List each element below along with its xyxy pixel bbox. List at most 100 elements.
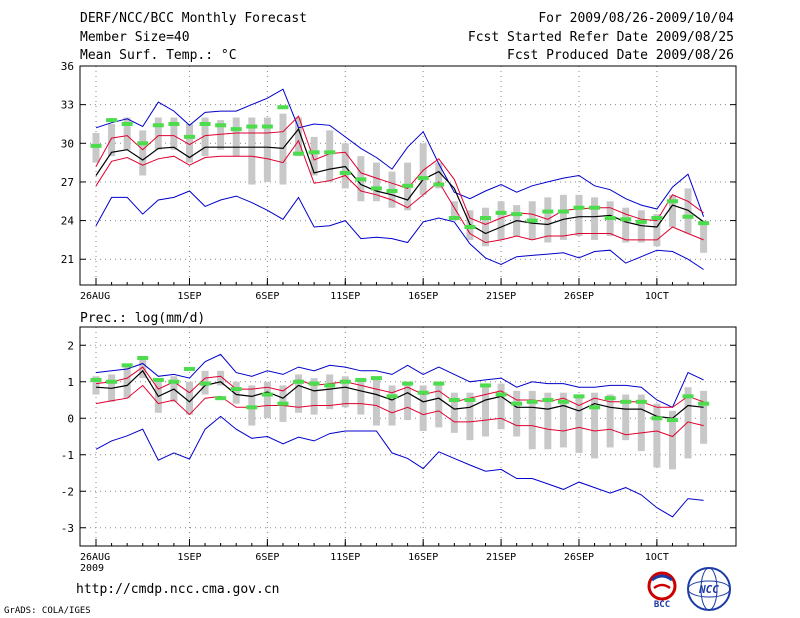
- prec-xtick-label: 6SEP: [255, 552, 279, 563]
- temp-median-marker: [698, 221, 710, 226]
- prec-median-marker: [480, 383, 491, 388]
- temp-median-marker: [90, 143, 102, 148]
- temperature-chart: 21 24 27 30 33 36 26AUG 1SEP 6SEP 11SEP 16SEP 21SEP…: [61, 60, 737, 300]
- prec-spread-box: [341, 376, 349, 408]
- prec-spread-box: [435, 381, 443, 428]
- temp-median-marker: [635, 219, 647, 224]
- prec-spread-box: [606, 394, 614, 448]
- prec-median-marker: [355, 377, 367, 382]
- prec-median-marker: [651, 416, 663, 421]
- prec-spread-box: [404, 381, 412, 421]
- prec-ytick-label: 0: [67, 412, 74, 425]
- prec-ytick-label: 2: [67, 339, 74, 352]
- prec-spread-box: [668, 410, 676, 470]
- prec-ytick-label: 1: [67, 376, 74, 389]
- temp-xtick-label: 6SEP: [255, 291, 279, 300]
- temp-spread-box: [622, 207, 630, 243]
- prec-spread-box: [295, 374, 303, 413]
- temp-min-line: [95, 88, 705, 217]
- temp-xtick-label: 1SEP: [177, 291, 201, 300]
- temp-median-marker: [682, 214, 694, 219]
- temp-spread-box: [653, 214, 661, 247]
- temp-median-marker: [199, 121, 211, 126]
- prec-median-marker: [324, 383, 336, 388]
- temp-xtick-label: 26SEP: [564, 291, 594, 300]
- temp-spread-box: [544, 197, 552, 243]
- temp-ytick-label: 30: [61, 137, 74, 150]
- temp-median-marker: [277, 105, 289, 110]
- prec-median-marker: [215, 396, 227, 401]
- prec-ytick-label: -1: [61, 449, 74, 462]
- temp-ytick-label: 27: [61, 176, 74, 189]
- temp-median-marker: [386, 188, 398, 193]
- temp-spread-box: [450, 201, 458, 221]
- prec-spread-box: [544, 392, 552, 450]
- prec-spread-box: [185, 381, 193, 415]
- temp-ytick-label: 33: [61, 99, 74, 112]
- prec-mean-line: [95, 369, 704, 419]
- temp-median-marker: [589, 205, 601, 210]
- prec-median-marker: [402, 381, 414, 386]
- temp-median-marker: [230, 127, 242, 132]
- temp-spread-box: [232, 117, 240, 157]
- prec-spread-box: [372, 379, 380, 426]
- temp-spread-box: [341, 143, 349, 189]
- temp-xtick-label: 21SEP: [486, 291, 516, 300]
- temp-spread-box: [295, 117, 303, 157]
- temp-xtick-label: 26AUG: [80, 291, 110, 300]
- prec-spread-box: [684, 387, 692, 459]
- prec-ytick-label: -2: [61, 485, 74, 498]
- footer-url[interactable]: http://cmdp.ncc.cma.gov.cn: [76, 582, 280, 597]
- prec-spread-box: [637, 394, 645, 452]
- temp-spread-box: [279, 113, 287, 185]
- prec-spread-box: [528, 390, 536, 450]
- temp-spread-box: [668, 194, 676, 228]
- prec-spread-box: [92, 376, 100, 395]
- temp-median-marker: [464, 225, 476, 230]
- temp-spread-box: [575, 194, 583, 237]
- prec-xtick-year: 2009: [80, 563, 104, 574]
- prec-median-marker: [261, 392, 273, 397]
- temp-spread-box: [637, 210, 645, 243]
- prec-median-marker: [448, 398, 460, 402]
- prec-median-marker: [246, 405, 258, 410]
- temp-median-marker: [261, 124, 273, 129]
- prec-max-line: [95, 353, 704, 408]
- prec-median-marker: [464, 398, 476, 402]
- prec-spread-box: [217, 370, 225, 386]
- temp-median-marker: [137, 141, 149, 146]
- temp-ytick-label: 24: [61, 215, 75, 228]
- temp-median-marker: [417, 176, 429, 181]
- temp-median-marker: [339, 170, 351, 175]
- temp-median-marker: [246, 124, 258, 129]
- prec-spread-box: [575, 394, 583, 453]
- prec-xtick-label: 16SEP: [408, 552, 438, 563]
- temp-median-marker: [573, 205, 585, 210]
- prec-xtick-label: 1OCT: [645, 552, 669, 563]
- temp-spread-box: [559, 194, 567, 240]
- temp-median-marker: [666, 199, 678, 204]
- forecast-period: For 2009/08/26-2009/10/04: [538, 11, 734, 26]
- prec-median-marker: [511, 401, 523, 406]
- prec-xtick-label: 1SEP: [177, 552, 201, 563]
- prec-spread-box: [622, 394, 630, 441]
- prec-median-marker: [557, 399, 569, 404]
- prec-mean-plus-sd-line: [95, 366, 704, 408]
- temp-median-marker: [152, 123, 164, 128]
- prec-median-marker: [293, 379, 305, 384]
- temp-median-marker: [511, 212, 523, 217]
- temp-spread-box: [139, 130, 147, 176]
- prec-median-marker: [90, 377, 102, 382]
- variable-label: Mean Surf. Temp.: °C: [80, 48, 237, 63]
- prec-median-marker: [604, 396, 616, 401]
- temp-max-line: [95, 190, 704, 270]
- temp-spread-box: [419, 143, 427, 195]
- produced-date: Fcst Produced Date 2009/08/26: [507, 48, 734, 63]
- prec-median-marker: [417, 390, 429, 395]
- temp-median-marker: [324, 150, 336, 155]
- temp-median-marker: [308, 150, 320, 155]
- prec-median-marker: [370, 376, 382, 381]
- temp-spread-box: [310, 136, 318, 176]
- prec-spread-box: [482, 385, 489, 437]
- precipitation-chart: -3 -2 -1 0 1 2 26AUG 1SEP 6SEP 11SEP 16SEP 21SEP 26S…: [61, 326, 737, 574]
